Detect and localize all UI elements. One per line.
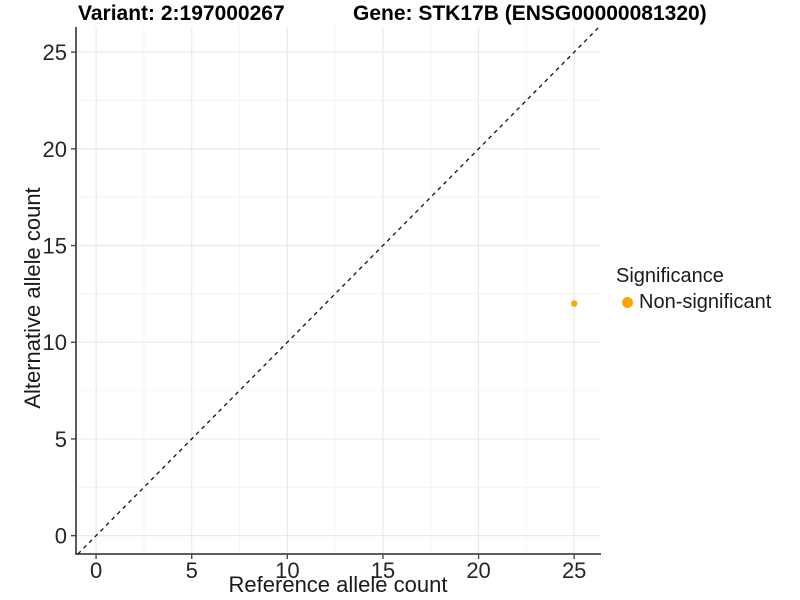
- y-tick-label: 15: [43, 234, 67, 259]
- legend-entry-label: Non-significant: [639, 291, 772, 313]
- x-tick-label: 25: [562, 558, 586, 583]
- legend: Significance Non-significant: [616, 264, 771, 314]
- y-tick-label: 25: [43, 40, 67, 65]
- identity-line: [77, 26, 600, 555]
- orange-point-icon: [622, 296, 633, 308]
- y-tick-label: 20: [43, 137, 67, 162]
- data-point: [570, 300, 578, 307]
- legend-entry: Non-significant: [616, 290, 771, 314]
- minor-gridlines: [76, 27, 600, 554]
- x-axis-title: Reference allele count: [228, 572, 448, 597]
- axis-ticks: [71, 51, 575, 559]
- x-tick-label: 20: [466, 558, 490, 583]
- x-tick-label: 0: [90, 558, 102, 583]
- y-axis-title: Alternative allele count: [20, 187, 45, 409]
- y-tick-label: 5: [55, 427, 67, 452]
- legend-title: Significance: [616, 265, 724, 287]
- major-gridlines: [76, 27, 600, 554]
- gene-title: Gene: STK17B (ENSG00000081320): [353, 2, 707, 25]
- y-tick-label: 0: [55, 524, 67, 549]
- y-tick-label: 10: [43, 330, 67, 355]
- x-tick-label: 15: [371, 558, 395, 583]
- x-tick-label: 5: [186, 558, 198, 583]
- x-tick-label: 10: [275, 558, 299, 583]
- variant-title: Variant: 2:197000267: [78, 2, 285, 25]
